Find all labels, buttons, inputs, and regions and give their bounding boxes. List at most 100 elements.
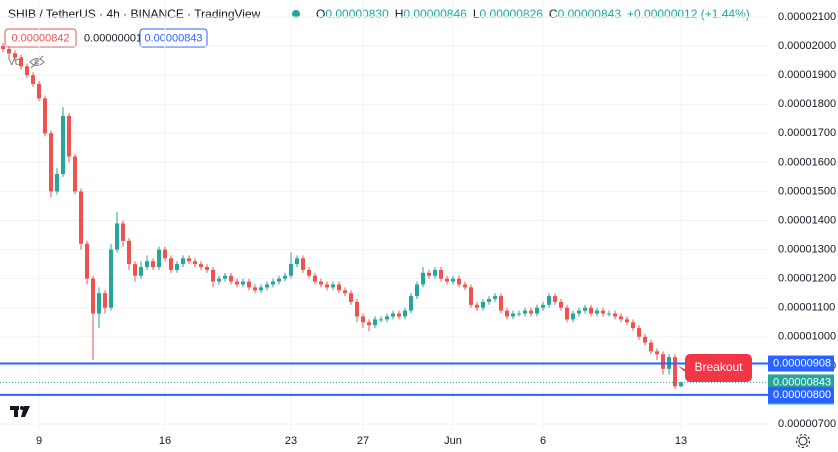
- candle-body: [1, 46, 5, 49]
- candle-body: [313, 275, 317, 282]
- candle-body: [445, 278, 449, 282]
- candle-body: [343, 290, 347, 294]
- candle-body: [79, 191, 83, 244]
- candle-body: [157, 249, 161, 268]
- candle-body: [379, 319, 383, 321]
- level-box: [768, 386, 834, 403]
- candle-body: [643, 336, 647, 343]
- candle-body: [511, 313, 515, 317]
- y-tick-label: 0.00001600: [778, 156, 836, 168]
- candle-body: [31, 75, 35, 84]
- candle-body: [385, 316, 389, 320]
- candle-body: [127, 240, 131, 265]
- y-tick-label: 0.00001800: [778, 98, 836, 110]
- candle-body: [355, 301, 359, 317]
- ohlc-value: 0.00000826: [480, 7, 544, 21]
- candle-body: [619, 316, 623, 320]
- settings-icon[interactable]: [796, 434, 810, 448]
- ohlc-key: O: [316, 7, 325, 21]
- x-tick-label: 9: [36, 435, 42, 447]
- candle-body: [187, 258, 191, 262]
- candle-body: [409, 296, 413, 311]
- candle-body: [253, 287, 257, 291]
- candle-body: [625, 319, 629, 323]
- candle-body: [499, 296, 503, 311]
- candle-body: [373, 319, 377, 326]
- candle-body: [97, 293, 101, 314]
- candle-body: [487, 298, 491, 302]
- candle-body: [553, 296, 557, 302]
- candle-body: [475, 304, 479, 308]
- bid-box: [4, 28, 77, 48]
- candle-body: [109, 249, 113, 308]
- candle-body: [85, 243, 89, 279]
- candle-body: [469, 287, 473, 305]
- status-dot: [292, 10, 300, 18]
- candle-body: [613, 313, 617, 317]
- y-tick-label: 0.00001700: [778, 127, 836, 139]
- candle-body: [7, 48, 11, 54]
- candle-body: [361, 316, 365, 323]
- candle-body: [439, 269, 443, 279]
- candle-body: [529, 310, 533, 314]
- candle-body: [505, 310, 509, 317]
- candle-body: [259, 287, 263, 291]
- candle-body: [337, 284, 341, 291]
- candle-body: [493, 296, 497, 299]
- candle-body: [103, 293, 107, 308]
- candle-body: [349, 293, 353, 302]
- candle-body: [265, 284, 269, 288]
- candle-body: [577, 310, 581, 314]
- candle-body: [169, 258, 173, 270]
- candle-body: [565, 307, 569, 320]
- candle-body: [25, 66, 29, 76]
- candle-body: [289, 264, 293, 276]
- candle-body: [535, 307, 539, 314]
- candle-body: [559, 301, 563, 308]
- x-tick-label: 6: [540, 435, 546, 447]
- candle-body: [181, 258, 185, 265]
- y-tick-label: 0.00001100: [778, 302, 835, 314]
- level-label: 0.00000800: [773, 389, 831, 401]
- candle-body: [67, 115, 71, 157]
- candle-body: [421, 272, 425, 285]
- candle-body: [205, 267, 209, 270]
- candle-body: [223, 275, 227, 279]
- candle-body: [61, 115, 65, 174]
- ask-price: 0.00000843: [144, 32, 202, 44]
- candle-body: [121, 223, 125, 241]
- candle-body: [283, 275, 287, 279]
- candle-body: [523, 310, 527, 314]
- y-tick-label: 0.00001000: [778, 331, 836, 343]
- candle-body: [43, 98, 47, 134]
- candle-body: [211, 269, 215, 282]
- candle-body: [13, 53, 17, 58]
- level-label: 0.00000908: [773, 357, 831, 369]
- y-tick-label: 0.00000700: [778, 418, 836, 430]
- candle-body: [235, 281, 239, 285]
- candle-body: [295, 258, 299, 265]
- candle-body: [145, 261, 149, 268]
- ask-box: [139, 28, 208, 48]
- change: +0.00000012 (+1.44%): [627, 7, 750, 21]
- candle-body: [391, 313, 395, 317]
- candle-body: [673, 357, 677, 387]
- ohlc-legend: O0.00000830 H0.00000846 L0.00000826 C0.0000…: [316, 7, 750, 21]
- last-price-label: 0.00000843: [773, 376, 831, 388]
- candle-body: [55, 173, 59, 192]
- candle-body: [199, 264, 203, 268]
- candle-body: [163, 249, 167, 259]
- ohlc-value: 0.00000830: [325, 7, 389, 21]
- candle-body: [637, 328, 641, 337]
- candle-body: [451, 278, 455, 282]
- ohlc-value: 0.00000843: [558, 7, 622, 21]
- candle-body: [241, 281, 245, 285]
- candle-body: [217, 278, 221, 282]
- candle-body: [247, 281, 251, 288]
- y-tick-label: 0.00001300: [778, 243, 836, 255]
- candle-body: [679, 382, 683, 387]
- candle-body: [547, 296, 551, 305]
